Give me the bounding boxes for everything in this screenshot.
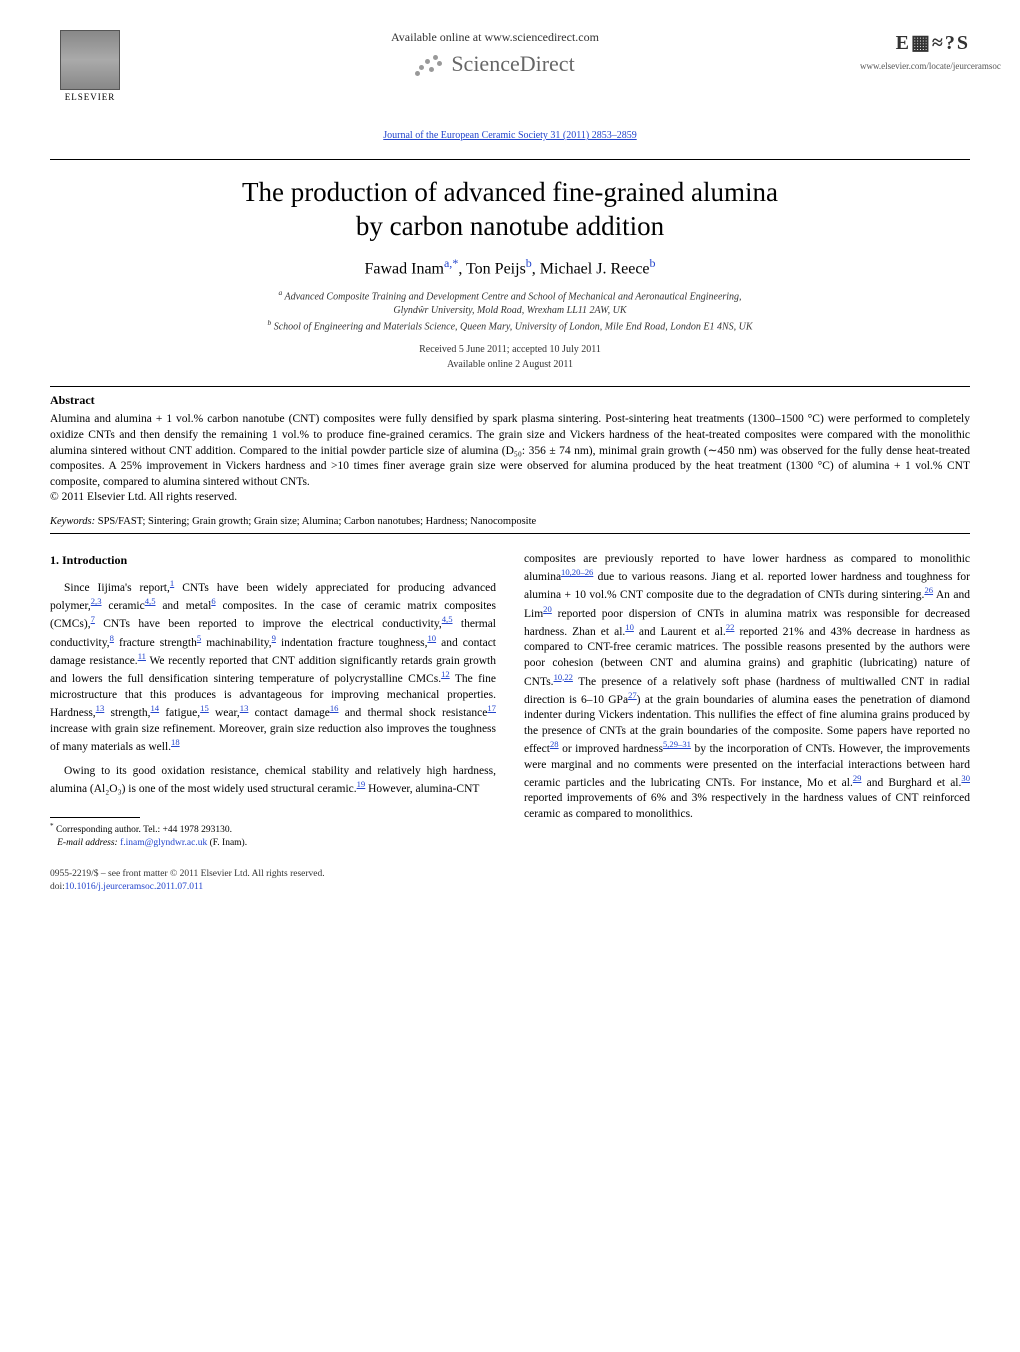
authors: Fawad Inama,*, Ton Peijsb, Michael J. Re… — [50, 256, 970, 278]
page-footer: 0955-2219/$ – see front matter © 2011 El… — [50, 868, 970, 894]
rule-abstract-top — [50, 386, 970, 387]
doi-link[interactable]: 10.1016/j.jeurceramsoc.2011.07.011 — [65, 882, 203, 892]
keywords-list: SPS/FAST; Sintering; Grain growth; Grain… — [95, 516, 536, 527]
intro-para-2-cont: composites are previously reported to ha… — [524, 552, 970, 823]
ref-28[interactable]: 28 — [550, 739, 559, 749]
abstract-heading: Abstract — [50, 393, 970, 408]
available-online-text: Available online at www.sciencedirect.co… — [130, 30, 860, 45]
title-line-1: The production of advanced fine-grained … — [242, 177, 778, 207]
article-title: The production of advanced fine-grained … — [50, 176, 970, 244]
author-1: Fawad Inam — [364, 260, 444, 277]
column-right: composites are previously reported to ha… — [524, 552, 970, 851]
sciencedirect-text: ScienceDirect — [451, 51, 574, 77]
sciencedirect-logo: ScienceDirect — [415, 51, 574, 77]
author-2: , Ton Peijs — [458, 260, 525, 277]
section-1-heading: 1. Introduction — [50, 552, 496, 568]
journal-url: www.elsevier.com/locate/jeurceramsoc — [860, 61, 970, 71]
title-line-2: by carbon nanotube addition — [356, 211, 664, 241]
ref-10-20-26[interactable]: 10,20–26 — [561, 567, 593, 577]
ref-12[interactable]: 12 — [441, 669, 450, 679]
ref-4-5b[interactable]: 4,5 — [442, 614, 453, 624]
doi-label: doi: — [50, 882, 65, 892]
footnote-rule — [50, 817, 140, 818]
header-center: Available online at www.sciencedirect.co… — [130, 30, 860, 80]
abstract-body: Alumina and alumina + 1 vol.% carbon nan… — [50, 412, 970, 505]
journal-reference[interactable]: Journal of the European Ceramic Society … — [50, 130, 970, 141]
issn-line: 0955-2219/$ – see front matter © 2011 El… — [50, 868, 970, 881]
ref-15[interactable]: 15 — [200, 703, 209, 713]
ref-14[interactable]: 14 — [150, 703, 159, 713]
ref-10b[interactable]: 10 — [625, 622, 634, 632]
email-who: (F. Inam). — [207, 838, 247, 848]
ref-10[interactable]: 10 — [427, 633, 436, 643]
affil-a-line1: Advanced Composite Training and Developm… — [282, 291, 741, 302]
intro-para-2: Owing to its good oxidation resistance, … — [50, 764, 496, 798]
journal-logo-block: E▦≈?S www.elsevier.com/locate/jeurcerams… — [860, 30, 970, 71]
header-row: ELSEVIER Available online at www.science… — [50, 30, 970, 120]
keywords-label: Keywords: — [50, 516, 95, 527]
abstract-copyright: © 2011 Elsevier Ltd. All rights reserved… — [50, 491, 237, 503]
date-received: Received 5 June 2011; accepted 10 July 2… — [419, 344, 601, 355]
ref-19[interactable]: 19 — [357, 779, 366, 789]
ref-17[interactable]: 17 — [487, 703, 496, 713]
sciencedirect-dots-icon — [415, 53, 445, 75]
email-label: E-mail address: — [57, 838, 120, 848]
ref-5-29-31[interactable]: 5,29–31 — [663, 739, 691, 749]
journal-reference-link[interactable]: Journal of the European Ceramic Society … — [383, 130, 636, 141]
ref-26[interactable]: 26 — [924, 585, 933, 595]
ref-27[interactable]: 27 — [628, 690, 637, 700]
ref-4-5[interactable]: 4,5 — [145, 596, 156, 606]
rule-abstract-bottom — [50, 533, 970, 534]
journal-acronym: E▦≈?S — [860, 30, 970, 55]
affil-a-line2: Glyndŵr University, Mold Road, Wrexham L… — [393, 305, 626, 316]
corresponding-author: * Corresponding author. Tel.: +44 1978 2… — [50, 822, 496, 837]
body-columns: 1. Introduction Since Iijima's report,1 … — [50, 552, 970, 851]
date-available: Available online 2 August 2011 — [447, 359, 573, 370]
doi-line: doi:10.1016/j.jeurceramsoc.2011.07.011 — [50, 881, 970, 894]
elsevier-logo: ELSEVIER — [50, 30, 130, 120]
ref-10-22[interactable]: 10,22 — [554, 672, 573, 682]
column-left: 1. Introduction Since Iijima's report,1 … — [50, 552, 496, 851]
ref-30[interactable]: 30 — [961, 773, 970, 783]
ref-11[interactable]: 11 — [138, 651, 146, 661]
ref-13[interactable]: 13 — [96, 703, 105, 713]
corr-email-link[interactable]: f.inam@glyndwr.ac.uk — [120, 838, 207, 848]
author-3-affil-link[interactable]: b — [650, 256, 656, 270]
footnotes: * Corresponding author. Tel.: +44 1978 2… — [50, 822, 496, 850]
ref-2-3[interactable]: 2,3 — [91, 596, 102, 606]
author-3: , Michael J. Reece — [532, 260, 650, 277]
rule-top — [50, 159, 970, 160]
ref-20[interactable]: 20 — [543, 604, 552, 614]
elsevier-tree-icon — [60, 30, 120, 90]
article-dates: Received 5 June 2011; accepted 10 July 2… — [50, 342, 970, 372]
abstract-text: Alumina and alumina + 1 vol.% carbon nan… — [50, 413, 970, 487]
elsevier-label: ELSEVIER — [65, 92, 116, 102]
intro-para-1: Since Iijima's report,1 CNTs have been w… — [50, 578, 496, 756]
ref-18[interactable]: 18 — [171, 737, 180, 747]
affil-b: School of Engineering and Materials Scie… — [271, 321, 752, 332]
email-line: E-mail address: f.inam@glyndwr.ac.uk (F.… — [50, 837, 496, 850]
keywords: Keywords: SPS/FAST; Sintering; Grain gro… — [50, 516, 970, 527]
affiliations: a Advanced Composite Training and Develo… — [50, 288, 970, 335]
